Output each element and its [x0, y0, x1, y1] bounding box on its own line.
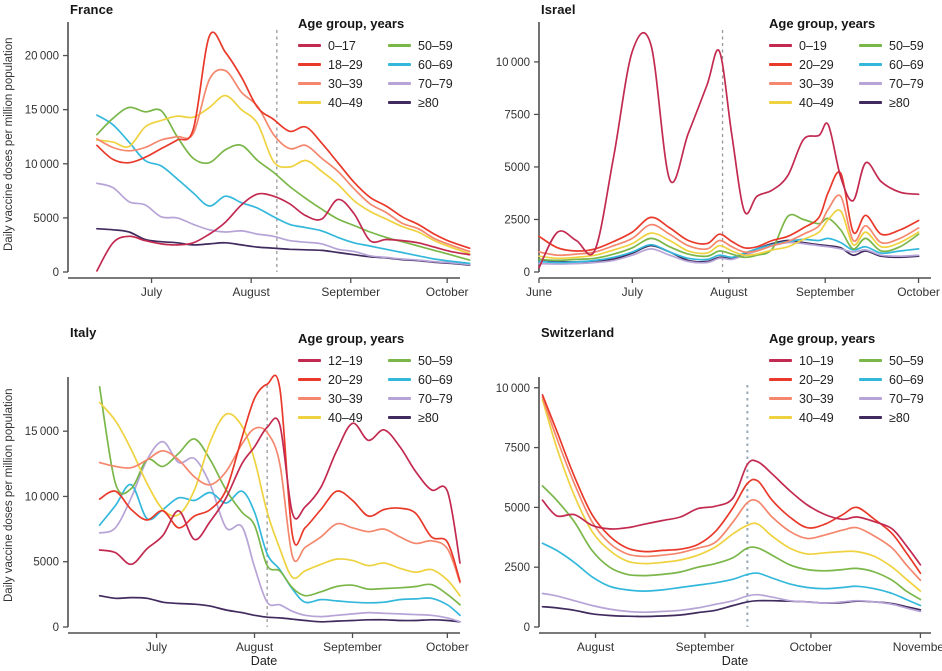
- svg-text:August: August: [577, 640, 615, 654]
- legend-title: Age group, years: [769, 331, 876, 346]
- legend-line-swatch: [298, 359, 321, 362]
- svg-text:2500: 2500: [504, 214, 530, 226]
- svg-text:June: June: [526, 285, 552, 299]
- legend-item: 12–19: [298, 351, 388, 370]
- svg-text:15 000: 15 000: [25, 426, 59, 438]
- svg-text:20 000: 20 000: [25, 51, 59, 63]
- svg-text:5000: 5000: [504, 502, 530, 514]
- y-axis-label: Daily vaccine doses per million populati…: [3, 388, 15, 602]
- legend-label: 10–19: [799, 353, 834, 368]
- svg-text:5000: 5000: [33, 213, 59, 225]
- svg-text:August: August: [232, 285, 270, 299]
- svg-text:5000: 5000: [504, 162, 530, 174]
- panel-france: Daily vaccine doses per million populati…: [0, 0, 471, 311]
- israel-line-chart: 0 2500 5000 7500 10 000 June July August Septemb…: [496, 22, 940, 299]
- x-axis-label: Date: [721, 654, 749, 668]
- svg-text:September: September: [323, 640, 382, 654]
- svg-text:July: July: [146, 640, 167, 654]
- svg-text:10 000: 10 000: [496, 383, 530, 395]
- svg-text:August: August: [236, 640, 274, 654]
- svg-text:July: July: [141, 285, 162, 299]
- svg-text:2500: 2500: [504, 562, 530, 574]
- svg-text:July: July: [622, 285, 643, 299]
- chart-title-switzerland: Switzerland: [541, 325, 615, 340]
- svg-text:10 000: 10 000: [496, 57, 530, 69]
- legend-title: Age group, years: [298, 331, 405, 346]
- svg-text:0: 0: [53, 622, 59, 634]
- legend-label: 12–19: [328, 353, 363, 368]
- legend-line-swatch: [388, 359, 411, 362]
- svg-text:15 000: 15 000: [25, 105, 59, 117]
- svg-text:10 000: 10 000: [25, 159, 59, 171]
- svg-text:7500: 7500: [504, 109, 530, 121]
- italy-line-chart: 0 5000 10 000 15 000 July August September Octo…: [25, 374, 469, 654]
- svg-text:October: October: [426, 640, 469, 654]
- svg-text:August: August: [710, 285, 748, 299]
- svg-text:0: 0: [524, 267, 530, 279]
- legend-line-swatch: [769, 359, 792, 362]
- svg-text:0: 0: [524, 622, 530, 634]
- legend-label: 50–59: [889, 353, 924, 368]
- y-axis-label: Daily vaccine doses per million populati…: [3, 37, 15, 251]
- x-axis-label: Date: [250, 654, 278, 668]
- svg-text:September: September: [676, 640, 735, 654]
- panel-italy: Daily vaccine doses per million populati…: [0, 311, 471, 671]
- france-line-chart: 0 5000 10 000 15 000 20 000 July August Septemb…: [25, 22, 471, 299]
- legend-item: 50–59: [388, 351, 453, 370]
- panel-switzerland: Switzerland 0 2500 5000 7500 10 000 August Sep…: [471, 311, 942, 671]
- svg-text:5000: 5000: [33, 557, 59, 569]
- svg-text:November: November: [893, 640, 942, 654]
- svg-text:September: September: [796, 285, 855, 299]
- panel-israel: Israel 0 2500 5000 7500 10 000 June July August…: [471, 0, 942, 311]
- legend-label: 50–59: [418, 353, 453, 368]
- legend-line-swatch: [859, 359, 882, 362]
- switzerland-line-chart: 0 2500 5000 7500 10 000 August September Octobe…: [496, 377, 942, 654]
- svg-text:7500: 7500: [504, 443, 530, 455]
- svg-text:September: September: [321, 285, 380, 299]
- legend-item: 10–19: [769, 351, 859, 370]
- chart-title-israel: Israel: [541, 2, 576, 17]
- svg-text:10 000: 10 000: [25, 491, 59, 503]
- svg-text:October: October: [790, 640, 833, 654]
- svg-text:October: October: [426, 285, 469, 299]
- legend-item: 50–59: [859, 351, 924, 370]
- chart-title-italy: Italy: [70, 325, 97, 340]
- chart-title-france: France: [70, 2, 114, 17]
- svg-text:0: 0: [53, 267, 59, 279]
- svg-text:October: October: [897, 285, 940, 299]
